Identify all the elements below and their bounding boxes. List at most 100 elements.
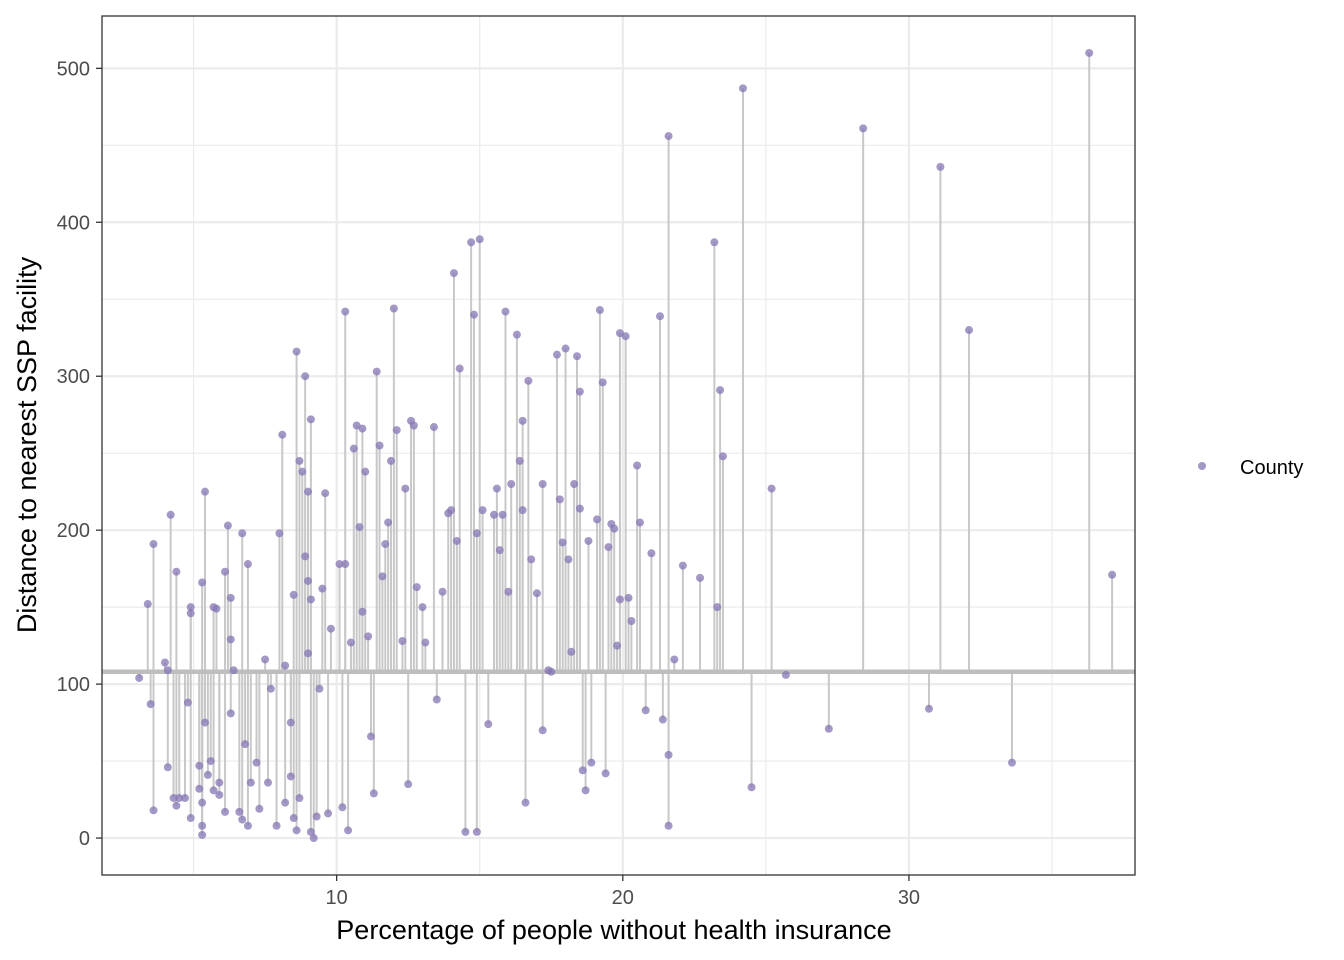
data-point — [655, 312, 664, 321]
data-point — [338, 803, 347, 812]
data-point — [593, 515, 602, 524]
legend: County — [1198, 457, 1303, 479]
data-point — [335, 560, 344, 569]
data-point — [246, 778, 255, 787]
data-point — [421, 638, 430, 647]
data-point — [235, 807, 244, 816]
data-point — [175, 794, 184, 803]
data-point — [635, 518, 644, 527]
data-point — [378, 572, 387, 581]
data-point — [163, 666, 172, 675]
data-point — [238, 815, 247, 824]
data-point — [418, 603, 427, 612]
data-point — [432, 695, 441, 704]
data-point — [469, 310, 478, 319]
data-point — [169, 794, 178, 803]
data-point — [449, 269, 458, 278]
data-point — [507, 479, 516, 488]
data-point — [266, 684, 275, 693]
data-point — [613, 641, 622, 650]
data-point — [366, 732, 375, 741]
data-point — [490, 510, 499, 519]
data-point — [696, 573, 705, 582]
data-point — [275, 529, 284, 538]
data-point — [747, 783, 756, 792]
data-point — [172, 567, 181, 576]
data-point — [621, 332, 630, 341]
major-gridlines — [102, 16, 1135, 875]
data-point — [401, 484, 410, 493]
data-point — [286, 772, 295, 781]
data-point — [495, 546, 504, 555]
data-point — [149, 806, 158, 815]
data-point — [252, 758, 261, 767]
x-axis: 10 20 30 — [326, 875, 920, 909]
data-point — [859, 124, 868, 133]
data-point — [478, 506, 487, 515]
data-point — [180, 794, 189, 803]
data-point — [452, 536, 461, 545]
data-point — [372, 367, 381, 376]
x-axis-title: Percentage of people without health insu… — [336, 915, 891, 945]
data-point — [341, 307, 350, 316]
data-point — [678, 561, 687, 570]
data-point — [206, 757, 215, 766]
data-point — [664, 821, 673, 830]
data-point — [392, 426, 401, 435]
data-point — [484, 720, 493, 729]
data-point — [301, 552, 310, 561]
data-point — [215, 778, 224, 787]
legend-label: County — [1240, 457, 1303, 479]
data-point — [387, 456, 396, 465]
data-point — [710, 238, 719, 247]
data-point — [561, 344, 570, 353]
data-point — [221, 567, 230, 576]
data-point — [501, 307, 510, 316]
data-point — [547, 667, 556, 676]
data-point — [575, 387, 584, 396]
data-point — [461, 827, 470, 836]
data-point — [492, 484, 501, 493]
data-point — [824, 724, 833, 733]
data-point — [936, 162, 945, 171]
points — [135, 48, 1117, 843]
x-tick-label: 10 — [326, 887, 348, 909]
data-point — [375, 441, 384, 450]
data-point — [555, 495, 564, 504]
data-point — [521, 798, 530, 807]
data-point — [163, 763, 172, 772]
data-point — [212, 604, 221, 613]
data-point — [166, 510, 175, 519]
data-point — [504, 587, 513, 596]
data-point — [341, 560, 350, 569]
data-point — [355, 523, 364, 532]
data-point — [143, 600, 152, 609]
data-point — [1108, 570, 1117, 579]
data-point — [198, 830, 207, 839]
data-point — [198, 578, 207, 587]
data-point — [149, 540, 158, 549]
x-tick-label: 20 — [612, 887, 634, 909]
data-point — [527, 555, 536, 564]
data-point — [358, 607, 367, 616]
data-point — [398, 637, 407, 646]
data-point — [195, 784, 204, 793]
data-point — [518, 416, 527, 425]
data-point — [255, 804, 264, 813]
data-point — [587, 758, 596, 767]
data-point — [223, 521, 232, 530]
data-point — [344, 826, 353, 835]
panel-border — [101, 15, 1136, 876]
data-point — [670, 655, 679, 664]
data-point — [160, 658, 169, 667]
data-point — [304, 487, 313, 496]
data-point — [226, 593, 235, 602]
data-point — [203, 770, 212, 779]
data-point — [538, 479, 547, 488]
data-point — [615, 595, 624, 604]
data-point — [306, 415, 315, 424]
data-point — [524, 376, 533, 385]
data-point — [349, 444, 358, 453]
data-point — [243, 821, 252, 830]
data-point — [573, 352, 582, 361]
